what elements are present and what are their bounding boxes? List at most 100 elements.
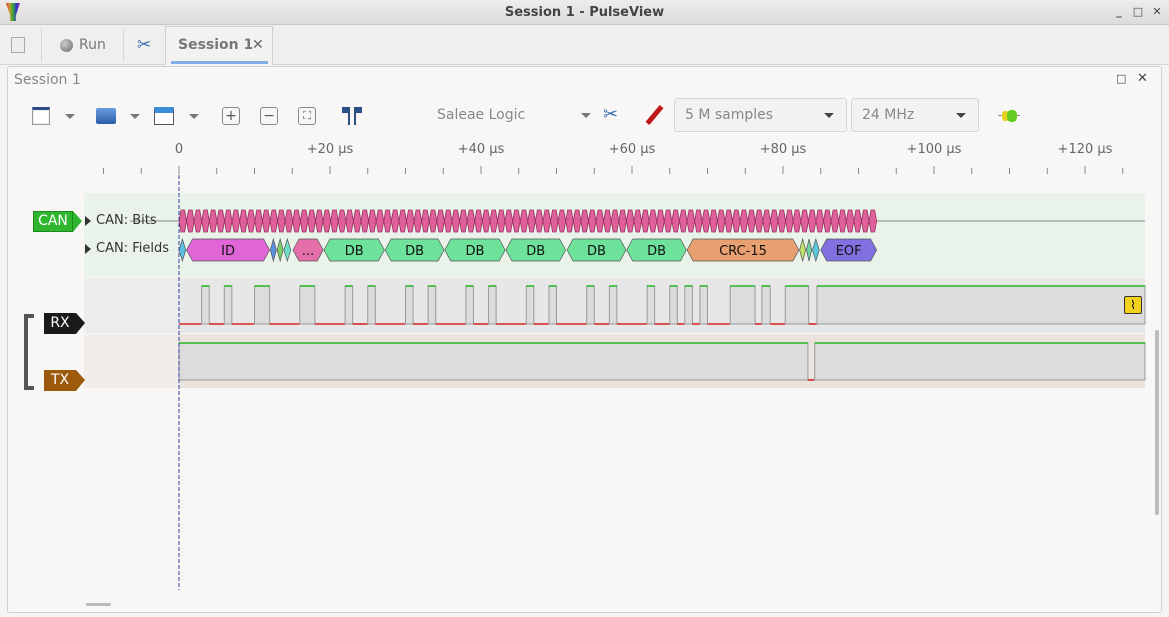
logic-high-fill (816, 285, 1146, 325)
settings-button[interactable]: ✂ (137, 25, 151, 65)
trace-view[interactable]: 0 +20 µs +40 µs +60 µs +80 µs +100 µs +120 µs I… (0, 135, 1169, 615)
bit-annotation (671, 209, 680, 233)
bit-annotation (481, 209, 491, 233)
float-panel-button[interactable]: □ (1116, 72, 1127, 85)
tab-label: Session 1 (178, 37, 254, 53)
field-annotation (686, 238, 800, 262)
bit-annotation (239, 209, 248, 233)
logic-high-fill (254, 285, 271, 325)
field-label: DB (587, 244, 606, 259)
bit-annotation (299, 209, 309, 233)
zoom-fit-icon[interactable]: ⛶ (297, 106, 317, 126)
cursors-icon[interactable] (342, 107, 364, 125)
new-session-icon (11, 37, 25, 53)
logic-high-fill (646, 285, 656, 325)
bit-annotation (777, 209, 787, 233)
logic-high-fill (608, 285, 618, 325)
bit-annotation (656, 209, 665, 233)
tab-session-1[interactable]: Session 1 ✕ (165, 26, 273, 65)
new-view-icon[interactable] (31, 106, 51, 126)
bit-annotation (580, 209, 589, 233)
close-panel-button[interactable]: ✕ (1137, 71, 1148, 86)
bit-annotation (337, 209, 347, 233)
save-dropdown[interactable] (189, 114, 199, 119)
bit-annotation (701, 209, 711, 233)
field-annotation (178, 237, 187, 263)
field-annotation (806, 238, 813, 262)
can-decoder-label[interactable]: CAN (33, 211, 83, 232)
open-dropdown[interactable] (130, 114, 140, 119)
bit-annotation (603, 209, 612, 233)
bit-annotation (534, 209, 544, 233)
field-label: ... (302, 244, 314, 259)
tx-channel-label[interactable]: TX (44, 370, 86, 391)
bit-annotation (845, 209, 855, 233)
bit-annotation (216, 209, 225, 233)
samplerate-select[interactable]: 24 MHz (851, 98, 979, 132)
bit-annotation (193, 209, 203, 233)
bit-annotation (512, 209, 521, 233)
rx-label-bg (84, 278, 179, 333)
bit-annotation (368, 209, 377, 233)
ruler-label: +60 µs (609, 142, 656, 157)
bit-annotation (224, 209, 233, 233)
logic-high-fill (761, 285, 771, 325)
device-config-icon[interactable]: ✂ (603, 104, 619, 125)
bit-annotation (269, 209, 278, 233)
run-button[interactable]: Run (60, 25, 106, 65)
field-label: DB (465, 244, 484, 259)
bit-annotation (785, 209, 794, 233)
bit-annotation (641, 209, 650, 233)
horizontal-scrollbar[interactable] (86, 603, 111, 606)
trigger-edge-icon[interactable]: ⌇ (1124, 296, 1142, 314)
bit-annotation (618, 209, 627, 233)
tools-icon: ✂ (137, 35, 152, 55)
logic-high-fill (201, 285, 210, 325)
close-tab-icon[interactable]: ✕ (252, 37, 264, 53)
zoom-out-icon[interactable]: − (259, 106, 279, 126)
ruler-label: +20 µs (307, 142, 354, 157)
bit-annotation (823, 209, 832, 233)
bit-annotation (557, 209, 567, 233)
bit-annotation (413, 209, 423, 233)
device-selector[interactable]: Saleae Logic (425, 98, 595, 132)
bit-annotation (459, 209, 468, 233)
zoom-in-icon[interactable]: + (221, 106, 241, 126)
sample-count-select[interactable]: 5 M samples (674, 98, 847, 132)
probe-config-icon[interactable] (642, 104, 664, 126)
expand-bits-icon[interactable] (85, 216, 91, 226)
window-title: Session 1 - PulseView (504, 5, 665, 20)
maximize-button[interactable]: □ (1132, 5, 1144, 18)
field-label: EOF (836, 244, 862, 259)
expand-fields-icon[interactable] (85, 244, 91, 254)
new-view-dropdown[interactable] (65, 114, 75, 119)
field-annotation (820, 238, 878, 262)
device-label: Saleae Logic (437, 107, 526, 123)
bit-annotation (519, 209, 529, 233)
ruler-label: +100 µs (907, 142, 962, 157)
bit-annotation (754, 209, 764, 233)
close-window-button[interactable]: ✕ (1152, 5, 1162, 18)
new-session-button[interactable] (11, 25, 25, 65)
logic-high-fill (344, 285, 354, 325)
field-annotation (384, 238, 445, 262)
bit-annotation (648, 209, 658, 233)
bit-annotation (830, 209, 840, 233)
minimize-button[interactable]: _ (1116, 5, 1122, 18)
save-icon[interactable] (154, 106, 174, 126)
add-decoder-icon[interactable] (998, 110, 1020, 122)
vertical-scrollbar[interactable] (1155, 330, 1159, 515)
bit-annotation (588, 209, 597, 233)
bit-annotation (474, 209, 483, 233)
logic-high-fill (699, 285, 709, 325)
bit-annotation (178, 209, 187, 233)
bit-annotation (694, 209, 703, 233)
bit-annotation (792, 209, 802, 233)
open-folder-icon[interactable] (96, 106, 116, 126)
bit-annotation (709, 209, 718, 233)
ruler-label: +80 µs (760, 142, 807, 157)
bit-annotation (595, 209, 605, 233)
field-annotation (812, 237, 820, 263)
bit-annotation (853, 209, 862, 233)
rx-channel-label[interactable]: RX (44, 313, 86, 334)
